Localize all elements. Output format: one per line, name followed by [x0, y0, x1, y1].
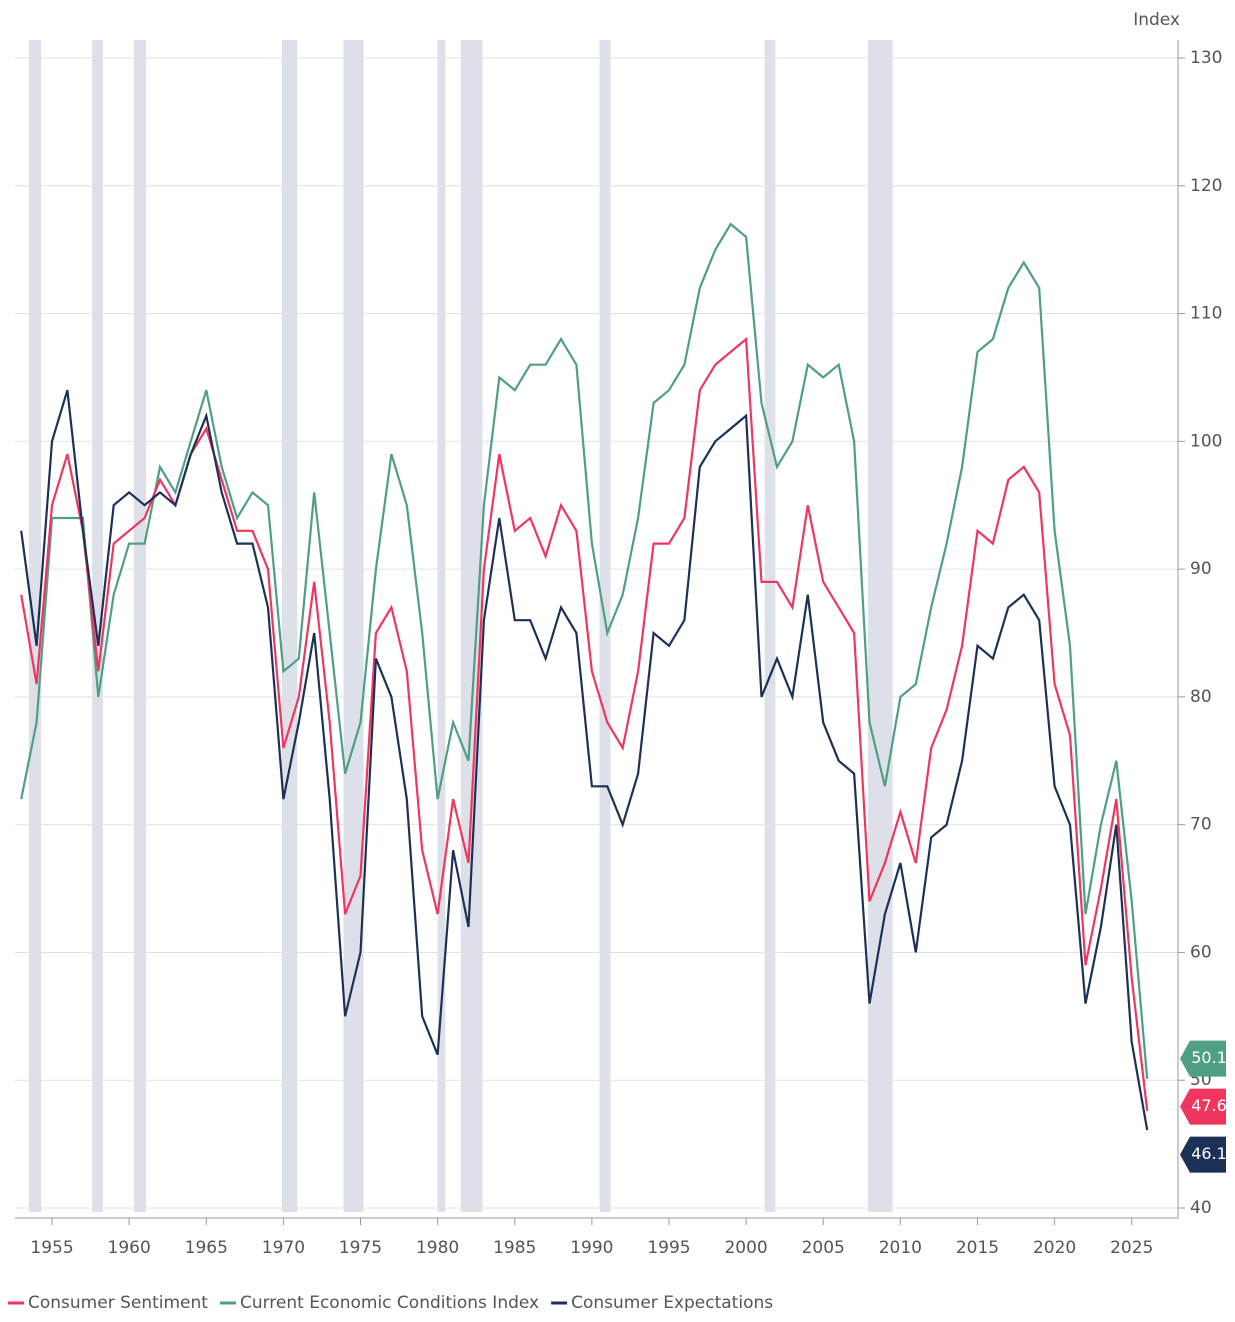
x-tick-label: 1970 — [262, 1238, 305, 1258]
recession-band — [460, 40, 483, 1212]
recession-band — [343, 40, 364, 1212]
x-tick-label: 2015 — [956, 1238, 999, 1258]
end-label: 50.1 — [1180, 1040, 1227, 1077]
y-axis-label: Index — [1133, 10, 1180, 30]
x-tick-label: 1960 — [108, 1238, 151, 1258]
series-line — [20, 336, 1149, 1112]
recession-band — [867, 40, 893, 1212]
x-tick-label: 1965 — [185, 1238, 228, 1258]
end-label-tag — [1180, 1040, 1226, 1077]
end-label: 46.1 — [1180, 1136, 1227, 1173]
series-line — [20, 389, 1149, 1131]
recession-band — [133, 40, 147, 1212]
x-tick-label: 2005 — [802, 1238, 845, 1258]
y-tick-label: 120 — [1190, 176, 1222, 196]
y-tick-label: 110 — [1190, 304, 1222, 324]
x-tick-label: 1975 — [339, 1238, 382, 1258]
x-tick-label: 1955 — [30, 1238, 73, 1258]
legend-label: Current Economic Conditions Index — [240, 1293, 539, 1313]
recession-band — [764, 40, 776, 1212]
x-tick-label: 2025 — [1110, 1238, 1153, 1258]
x-tick-label: 1995 — [647, 1238, 690, 1258]
x-tick-label: 1985 — [493, 1238, 536, 1258]
recession-band — [92, 40, 103, 1212]
y-tick-label: 60 — [1190, 942, 1212, 962]
x-tick-label: 2000 — [724, 1238, 767, 1258]
x-tick-label: 1980 — [416, 1238, 459, 1258]
end-label: 47.6 — [1180, 1088, 1227, 1125]
x-tick-label: 2010 — [879, 1238, 922, 1258]
y-tick-label: 90 — [1190, 559, 1212, 579]
recession-band — [437, 40, 446, 1212]
y-tick-label: 80 — [1190, 687, 1212, 707]
y-tick-label: 130 — [1190, 48, 1222, 68]
end-label-tag — [1180, 1136, 1226, 1173]
x-tick-label: 1990 — [570, 1238, 613, 1258]
legend-label: Consumer Sentiment — [28, 1293, 208, 1313]
x-tick-label: 2020 — [1033, 1238, 1076, 1258]
y-tick-label: 40 — [1190, 1198, 1212, 1218]
y-tick-label: 100 — [1190, 431, 1222, 451]
end-label-tag — [1180, 1088, 1226, 1125]
end-label-text: 50.1 — [1191, 1048, 1227, 1067]
end-label-text: 46.1 — [1191, 1144, 1227, 1163]
legend-label: Consumer Expectations — [571, 1293, 773, 1313]
y-tick-label: 70 — [1190, 815, 1212, 835]
recession-band — [281, 40, 298, 1212]
end-label-text: 47.6 — [1191, 1096, 1227, 1115]
series-line — [20, 222, 1149, 1079]
